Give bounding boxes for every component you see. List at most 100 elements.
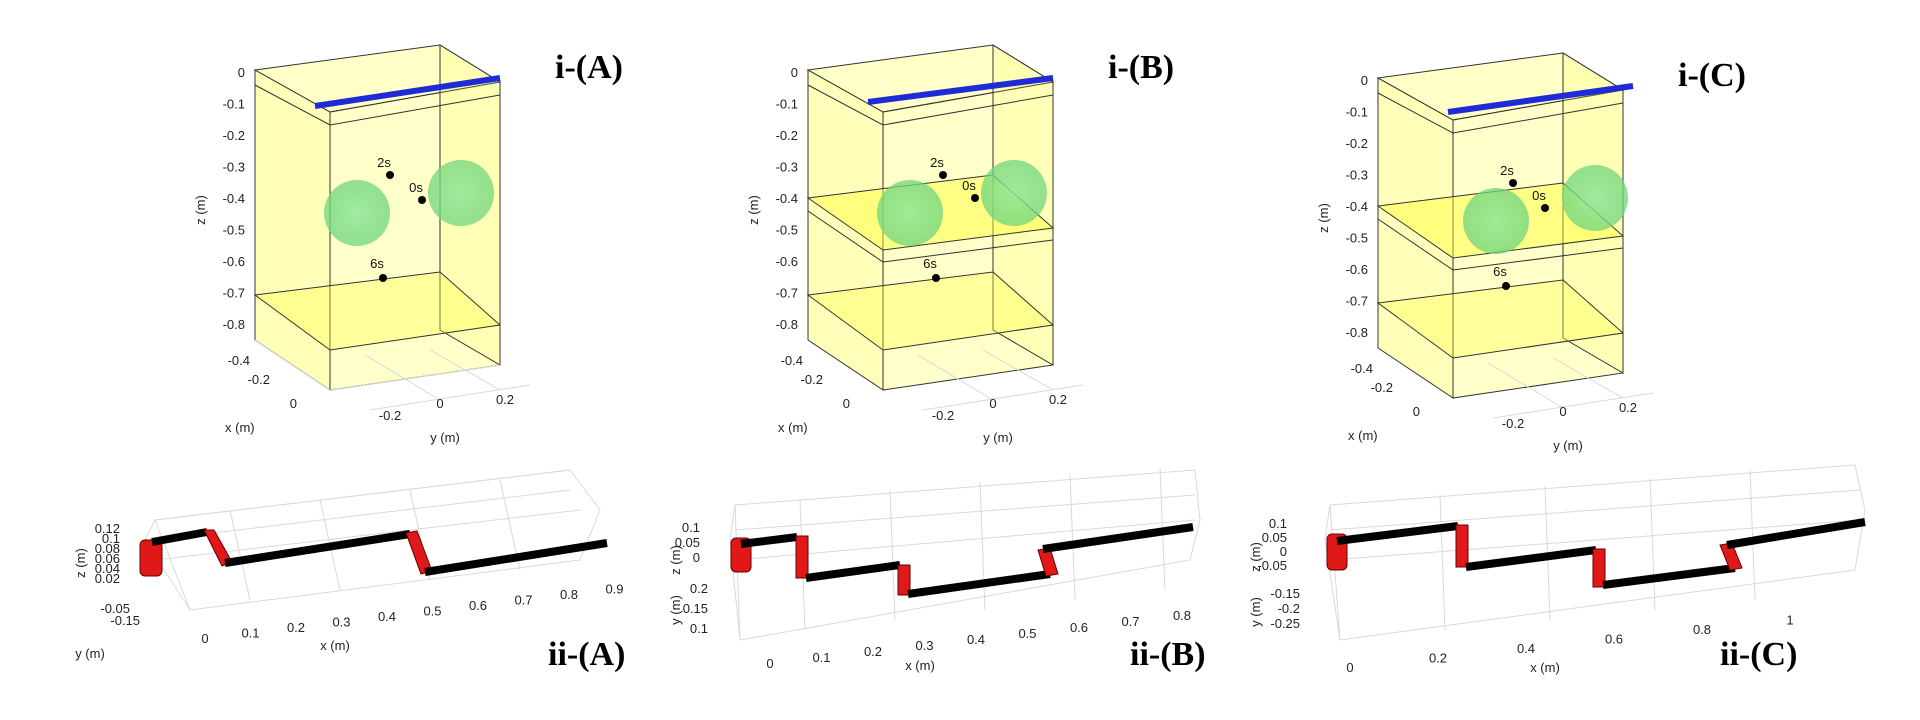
z-tick-label: 0.12 [95,521,120,536]
z-tick-label: -0.7 [1346,294,1368,309]
z-tick-label: -0.7 [776,286,798,301]
trajectory-point [1509,179,1517,187]
z-axis-label: z (m) [668,545,683,575]
trajectory-point [379,274,387,282]
x-tick-label: -0.4 [781,353,803,368]
z-tick-label: -0.5 [223,223,245,238]
y-axis-label: y (m) [983,430,1013,445]
arm-link [1465,546,1597,571]
x-tick-label: 0 [1346,660,1353,675]
z-axis-label: z (m) [193,195,208,225]
panel-title: ii-(A) [548,636,625,673]
panel-title: i-(C) [1678,57,1746,94]
y-tick-label: -0.2 [932,408,954,423]
x-tick-label: -0.2 [1371,380,1393,395]
y-axis-label: y (m) [430,430,460,445]
x-tick-label: 0.3 [915,638,933,653]
z-tick-label: 0.1 [102,531,120,546]
y-tick-label: 0.2 [690,581,708,596]
z-tick-label: -0.8 [776,317,798,332]
middle-shelf-edge [807,210,1054,263]
x-tick-label: 0.7 [1121,614,1139,629]
x-tick-label: 0 [843,396,850,411]
x-tick-label: 0.4 [378,609,396,624]
middle-shelf-edge [1377,218,1624,271]
floor-grid [917,349,1084,411]
panel-i-b [806,44,1084,411]
z-tick-label: 0.05 [1262,530,1287,545]
joint [1455,524,1469,568]
joint [897,564,911,596]
panel-title: i-(B) [1108,49,1174,86]
arm-link [1602,564,1736,589]
y-tick-label: -0.2 [1502,416,1524,431]
z-tick-label: -0.1 [776,97,798,112]
z-axis-label: z (m) [746,195,761,225]
trajectory-point [939,171,947,179]
box-lid-edge [807,84,1054,126]
z-axis-label: z (m) [1248,542,1263,572]
z-tick-label: 0.05 [675,535,700,550]
x-tick-label: 0.2 [864,644,882,659]
x-tick-label: 0.4 [1517,641,1535,656]
x-tick-label: 0.6 [1605,632,1623,647]
x-tick-label: 0.2 [1429,651,1447,666]
panel-title: ii-(B) [1130,636,1206,673]
z-tick-label: -0.6 [1346,262,1368,277]
z-tick-label: -0.5 [776,223,798,238]
x-tick-label: 0.1 [812,650,830,665]
arm-link [224,530,411,567]
y-tick-label: 0.2 [496,392,514,407]
x-tick-label: 0.6 [469,598,487,613]
x-axis-label: x (m) [778,420,808,435]
box-lid-edge [254,84,501,126]
x-axis-label: x (m) [1348,428,1378,443]
z-tick-label: -0.8 [223,317,245,332]
blue-bar [1447,83,1634,115]
panel-title: ii-(C) [1720,636,1797,673]
y-tick-label: 0 [436,396,443,411]
z-tick-label: 0.1 [1269,516,1287,531]
y-tick-label: 0 [989,396,996,411]
trajectory-point [932,274,940,282]
trajectory-point [418,196,426,204]
z-axis-label: z (m) [1316,203,1331,233]
x-tick-label: 0.8 [1693,622,1711,637]
z-tick-label: -0.4 [776,191,798,206]
arm-link [1042,523,1194,553]
y-tick-label: 0.15 [683,601,708,616]
trajectory-point [386,171,394,179]
shelf-plane [1376,279,1625,359]
x-tick-label: 0.7 [514,593,532,608]
x-tick-label: 0.5 [423,604,441,619]
x-tick-label: 0.5 [1018,626,1036,641]
z-tick-label: -0.1 [1346,105,1368,120]
trajectory-point [1502,282,1510,290]
z-tick-label: -0.3 [223,160,245,175]
arm-link [1336,522,1459,545]
y-axis-label: y (m) [1248,597,1263,627]
z-tick-label: 0.08 [95,541,120,556]
x-tick-label: 0.6 [1070,620,1088,635]
x-tick-label: 0 [201,631,208,646]
z-tick-label: -0.3 [1346,168,1368,183]
time-label: 6s [370,256,384,271]
x-tick-label: -0.2 [248,372,270,387]
y-tick-label: 0.1 [690,621,708,636]
z-tick-label: 0.1 [682,520,700,535]
floor-grid [1487,357,1654,419]
z-tick-label: -0.6 [776,254,798,269]
green-sphere [1562,165,1628,231]
z-tick-label: -0.05 [1257,558,1287,573]
x-tick-label: 0.8 [560,587,578,602]
z-tick-label: -0.8 [1346,325,1368,340]
arm-link [424,539,608,576]
green-sphere [428,160,494,226]
time-label: 2s [1500,163,1514,178]
trajectory-point [971,194,979,202]
time-label: 6s [923,256,937,271]
z-tick-label: 0.02 [95,571,120,586]
y-tick-label: -0.15 [110,613,140,628]
panel-ii-b [729,467,1201,641]
panel-i-c [1376,52,1654,419]
